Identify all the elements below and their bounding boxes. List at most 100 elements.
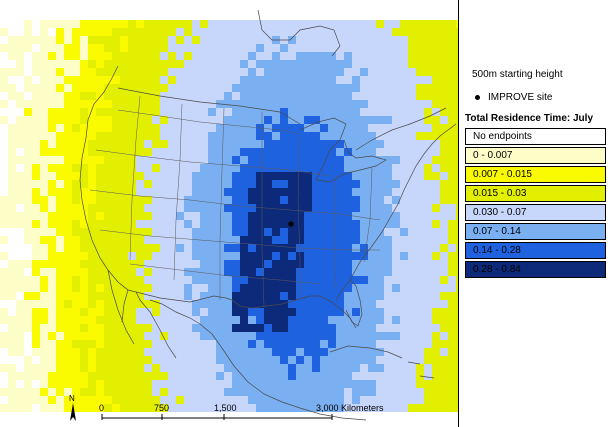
- grid-cell: [400, 76, 408, 84]
- grid-cell: [328, 68, 336, 76]
- grid-cell: [128, 44, 136, 52]
- grid-cell: [136, 268, 144, 276]
- grid-cell: [168, 204, 176, 212]
- grid-cell: [8, 156, 16, 164]
- grid-cell: [208, 364, 216, 372]
- grid-cell: [144, 100, 152, 108]
- grid-cell: [448, 380, 456, 388]
- grid-cell: [328, 164, 336, 172]
- grid-cell: [216, 76, 224, 84]
- grid-cell: [64, 92, 72, 100]
- grid-cell: [72, 196, 80, 204]
- grid-cell: [32, 204, 40, 212]
- grid-cell: [16, 388, 24, 396]
- grid-cell: [184, 372, 192, 380]
- grid-cell: [168, 244, 176, 252]
- grid-cell: [280, 68, 288, 76]
- grid-cell: [56, 28, 64, 36]
- grid-cell: [24, 404, 32, 412]
- grid-cell: [184, 348, 192, 356]
- grid-cell: [88, 212, 96, 220]
- grid-cell: [152, 124, 160, 132]
- grid-cell: [272, 380, 280, 388]
- grid-cell: [176, 252, 184, 260]
- grid-cell: [168, 316, 176, 324]
- grid-cell: [416, 180, 424, 188]
- grid-cell: [328, 388, 336, 396]
- residence-grid-layer: [0, 20, 458, 412]
- grid-cell: [264, 196, 272, 204]
- grid-cell: [72, 164, 80, 172]
- grid-cell: [352, 116, 360, 124]
- grid-cell: [160, 356, 168, 364]
- grid-cell: [240, 372, 248, 380]
- grid-cell: [48, 164, 56, 172]
- grid-cell: [328, 188, 336, 196]
- grid-cell: [184, 68, 192, 76]
- grid-cell: [456, 60, 458, 68]
- grid-cell: [352, 316, 360, 324]
- grid-cell: [48, 220, 56, 228]
- grid-cell: [16, 44, 24, 52]
- grid-cell: [120, 212, 128, 220]
- grid-cell: [280, 148, 288, 156]
- grid-cell: [384, 196, 392, 204]
- grid-cell: [184, 156, 192, 164]
- grid-cell: [176, 92, 184, 100]
- grid-cell: [136, 284, 144, 292]
- grid-cell: [272, 348, 280, 356]
- grid-cell: [280, 196, 288, 204]
- grid-cell: [232, 172, 240, 180]
- grid-cell: [112, 244, 120, 252]
- grid-cell: [240, 244, 248, 252]
- grid-cell: [312, 372, 320, 380]
- grid-cell: [288, 156, 296, 164]
- grid-cell: [176, 140, 184, 148]
- grid-cell: [240, 196, 248, 204]
- grid-cell: [360, 140, 368, 148]
- grid-cell: [456, 340, 458, 348]
- grid-cell: [240, 156, 248, 164]
- grid-cell: [176, 196, 184, 204]
- grid-cell: [112, 396, 120, 404]
- grid-cell: [200, 188, 208, 196]
- grid-cell: [136, 60, 144, 68]
- grid-cell: [256, 324, 264, 332]
- grid-cell: [320, 276, 328, 284]
- grid-cell: [16, 156, 24, 164]
- grid-cell: [408, 84, 416, 92]
- grid-cell: [360, 348, 368, 356]
- grid-cell: [264, 68, 272, 76]
- grid-cell: [368, 36, 376, 44]
- grid-cell: [120, 388, 128, 396]
- grid-cell: [88, 372, 96, 380]
- grid-cell: [328, 372, 336, 380]
- grid-cell: [400, 388, 408, 396]
- grid-cell: [8, 284, 16, 292]
- grid-cell: [312, 92, 320, 100]
- grid-cell: [456, 284, 458, 292]
- grid-cell: [32, 228, 40, 236]
- grid-cell: [256, 332, 264, 340]
- grid-cell: [264, 260, 272, 268]
- grid-cell: [288, 308, 296, 316]
- grid-cell: [328, 140, 336, 148]
- grid-cell: [280, 404, 288, 412]
- grid-cell: [360, 356, 368, 364]
- grid-cell: [56, 60, 64, 68]
- grid-cell: [88, 300, 96, 308]
- grid-cell: [328, 220, 336, 228]
- grid-cell: [0, 220, 8, 228]
- grid-cell: [160, 132, 168, 140]
- grid-cell: [312, 116, 320, 124]
- grid-cell: [448, 300, 456, 308]
- grid-cell: [224, 284, 232, 292]
- grid-cell: [104, 172, 112, 180]
- grid-cell: [400, 196, 408, 204]
- grid-cell: [416, 204, 424, 212]
- grid-cell: [96, 220, 104, 228]
- grid-cell: [432, 92, 440, 100]
- grid-cell: [320, 212, 328, 220]
- grid-cell: [416, 92, 424, 100]
- grid-cell: [128, 236, 136, 244]
